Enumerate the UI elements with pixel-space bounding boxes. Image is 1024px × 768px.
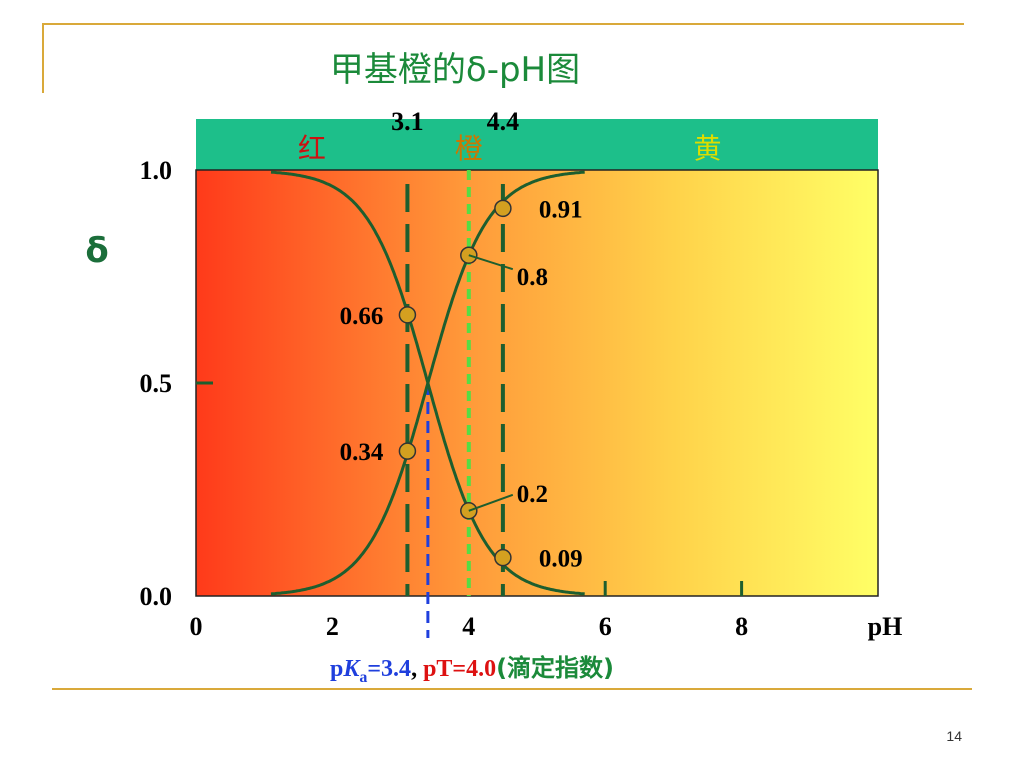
chart-title: 甲基橙的δ-pH图 <box>329 50 581 90</box>
data-point <box>398 306 417 324</box>
data-point <box>494 199 512 218</box>
color-band-bar <box>196 119 878 170</box>
footer-part: (滴定指数) <box>496 654 614 682</box>
x-tick-label: 2 <box>326 612 339 641</box>
y-tick-label: 0.0 <box>140 582 173 611</box>
point-label: 0.34 <box>340 439 384 466</box>
point-label: 0.2 <box>517 481 548 508</box>
color-band-label: 黄 <box>693 132 721 165</box>
transition-label: 4.4 <box>487 107 520 136</box>
footer-part: K <box>342 656 361 682</box>
footer-formula: pKa=3.4, pT=4.0(滴定指数) <box>330 654 614 686</box>
point-label: 0.66 <box>340 303 384 330</box>
footer-part: =3.4 <box>367 656 411 682</box>
footer-part: p <box>330 656 343 682</box>
y-tick-label: 0.5 <box>140 369 173 398</box>
footer-part: , <box>411 656 417 682</box>
y-tick-label: 1.0 <box>140 156 173 185</box>
page-number: 14 <box>946 728 962 744</box>
footer-part: a <box>359 669 367 686</box>
data-point <box>494 548 512 567</box>
color-band-label: 红 <box>298 132 326 165</box>
bottom-rule <box>52 688 972 690</box>
point-label: 0.91 <box>539 196 583 223</box>
footer-part: pT=4.0 <box>417 656 496 682</box>
y-axis-label: δ <box>85 231 108 271</box>
top-rule <box>42 23 964 25</box>
transition-label: 3.1 <box>391 107 424 136</box>
curve-base <box>270 170 585 596</box>
x-tick-label: 8 <box>735 612 748 641</box>
point-leader-line <box>468 254 514 271</box>
plot-area <box>195 169 879 597</box>
point-label: 0.8 <box>517 264 548 291</box>
color-band-label: 橙 <box>455 132 483 165</box>
left-accent-rule <box>42 23 44 93</box>
data-point <box>398 442 417 460</box>
x-tick-label: 4 <box>462 612 475 641</box>
x-tick-label: 6 <box>599 612 612 641</box>
x-tick-label: 0 <box>190 612 203 641</box>
point-label: 0.09 <box>539 546 583 573</box>
point-leader-line <box>468 493 514 512</box>
x-axis-label: pH <box>868 612 903 641</box>
